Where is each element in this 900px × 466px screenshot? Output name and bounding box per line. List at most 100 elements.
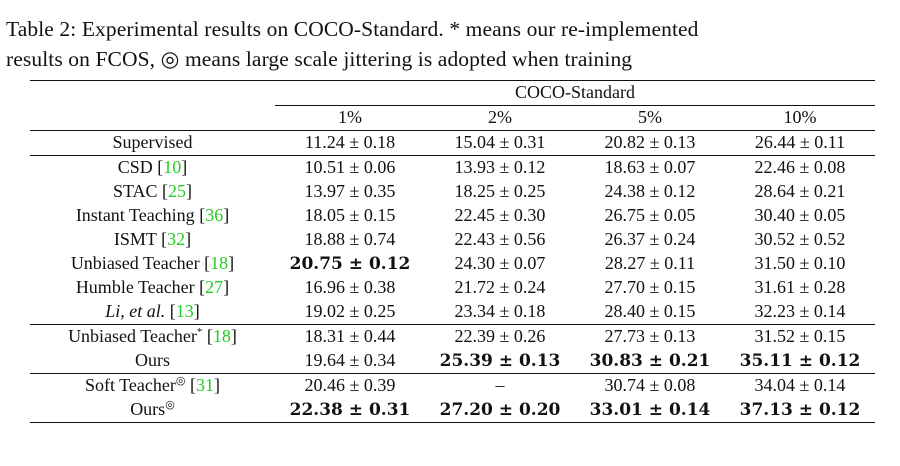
result-cell: 27.70 ± 0.15: [604, 277, 696, 297]
result-cell: 32.23 ± 0.14: [754, 301, 846, 321]
column-header: 10%: [783, 107, 817, 127]
result-cell: 13.97 ± 0.35: [304, 181, 396, 201]
result-cell: 20.82 ± 0.13: [575, 129, 725, 155]
citation-link[interactable]: 13: [175, 301, 194, 321]
result-cell: 21.72 ± 0.24: [454, 277, 546, 297]
method-superscript: ◎: [175, 375, 186, 387]
result-cell: 30.74 ± 0.08: [575, 372, 725, 398]
method-superscript: ◎: [165, 399, 175, 411]
result-cell: 15.04 ± 0.31: [425, 129, 575, 155]
result-cell: 30.52 ± 0.52: [754, 229, 846, 249]
citation-link[interactable]: 27: [205, 277, 224, 297]
group-header: COCO-Standard: [275, 80, 875, 106]
result-cell: 22.43 ± 0.56: [454, 229, 546, 249]
table-row: ISMT [32] 18.88 ± 0.74 22.43 ± 0.56 26.37 ±…: [30, 228, 875, 252]
table-row: Ours 19.64 ± 0.34 25.39 ± 0.13 30.83 ± 0.21…: [30, 349, 875, 374]
method-name: Li, et al.: [105, 301, 166, 321]
result-cell: 23.34 ± 0.18: [454, 301, 546, 321]
table-row: Supervised 11.24 ± 0.18 15.04 ± 0.31 20.82 …: [30, 129, 875, 155]
citation-link[interactable]: 18: [210, 253, 229, 273]
method-cell: ISMT [32]: [113, 229, 192, 249]
table-caption: Table 2: Experimental results on COCO-St…: [6, 14, 896, 74]
method-cell: CSD [10]: [30, 154, 275, 180]
result-cell: 16.96 ± 0.38: [304, 277, 396, 297]
result-cell: 27.20 ± 0.20: [439, 399, 561, 420]
method-cell: Li, et al. [13]: [105, 301, 200, 321]
result-cell: 30.83 ± 0.21: [589, 350, 711, 371]
citation-link[interactable]: 10: [163, 157, 182, 177]
method-name: Unbiased Teacher: [68, 326, 197, 346]
column-header: 5%: [638, 107, 662, 127]
method-cell: Instant Teaching [36]: [75, 205, 230, 225]
results-table-wrap: COCO-Standard 1% 2% 5% 10% Supervised 11.…: [30, 80, 875, 423]
table-row: Instant Teaching [36] 18.05 ± 0.15 22.45 ±…: [30, 204, 875, 228]
result-cell: 20.46 ± 0.39: [275, 372, 425, 398]
result-cell: 22.38 ± 0.31: [289, 399, 411, 420]
caption-line-1: Table 2: Experimental results on COCO-St…: [6, 17, 699, 41]
method-superscript: *: [196, 326, 203, 338]
result-cell: 19.64 ± 0.34: [304, 350, 396, 370]
table-row: Humble Teacher [27] 16.96 ± 0.38 21.72 ± 0…: [30, 276, 875, 300]
result-cell: 30.40 ± 0.05: [754, 205, 846, 225]
table-row: Unbiased Teacher [18] 20.75 ± 0.12 24.30 ±…: [30, 252, 875, 276]
citation-link[interactable]: 36: [205, 205, 224, 225]
result-cell: 20.75 ± 0.12: [289, 253, 411, 274]
result-cell: 18.63 ± 0.07: [575, 154, 725, 180]
column-header-row: 1% 2% 5% 10%: [30, 105, 875, 130]
result-cell: 25.39 ± 0.13: [439, 350, 561, 371]
method-cell: Unbiased Teacher* [18]: [30, 323, 275, 349]
method-name: STAC: [112, 181, 158, 201]
method-name: Soft Teacher: [85, 375, 176, 395]
group-header-row: COCO-Standard: [30, 80, 875, 106]
result-cell: 18.88 ± 0.74: [304, 229, 396, 249]
result-cell: 28.64 ± 0.21: [754, 181, 846, 201]
method-cell: Humble Teacher [27]: [75, 277, 230, 297]
result-cell: 28.40 ± 0.15: [604, 301, 696, 321]
result-cell: 37.13 ± 0.12: [739, 399, 861, 420]
citation-link[interactable]: 25: [168, 181, 187, 201]
result-cell: 18.31 ± 0.44: [275, 323, 425, 349]
method-cell: Supervised: [30, 129, 275, 155]
result-cell: 35.11 ± 0.12: [739, 350, 861, 371]
citation-link[interactable]: 18: [212, 326, 231, 346]
result-cell: –: [425, 372, 575, 398]
result-cell: 26.37 ± 0.24: [604, 229, 696, 249]
method-name: ISMT: [113, 229, 157, 249]
result-cell: 24.30 ± 0.07: [454, 253, 546, 273]
result-cell: 33.01 ± 0.14: [589, 399, 711, 420]
table-row: CSD [10] 10.51 ± 0.06 13.93 ± 0.12 18.63 ± …: [30, 154, 875, 180]
result-cell: 10.51 ± 0.06: [275, 154, 425, 180]
column-header: 1%: [338, 107, 362, 127]
method-name: Instant Teaching: [75, 205, 195, 225]
method-name: Ours: [130, 399, 166, 419]
method-name: CSD: [117, 157, 153, 177]
result-cell: 18.05 ± 0.15: [304, 205, 396, 225]
result-cell: 31.52 ± 0.15: [725, 323, 875, 349]
result-cell: 26.75 ± 0.05: [604, 205, 696, 225]
method-header-blank: [30, 105, 275, 130]
result-cell: 31.50 ± 0.10: [754, 253, 846, 273]
method-cell: Ours◎: [30, 398, 275, 423]
method-header: [30, 80, 275, 105]
citation-link[interactable]: 32: [167, 229, 186, 249]
method-cell: Soft Teacher◎ [31]: [30, 372, 275, 398]
caption-line-2: results on FCOS, ◎ means large scale jit…: [6, 47, 633, 71]
table-row: Soft Teacher◎ [31] 20.46 ± 0.39–30.74 ± 0…: [30, 372, 875, 398]
table-row: Li, et al. [13] 19.02 ± 0.25 23.34 ± 0.18 2…: [30, 300, 875, 325]
results-table: COCO-Standard 1% 2% 5% 10% Supervised 11.…: [30, 80, 875, 423]
result-cell: 28.27 ± 0.11: [604, 253, 696, 273]
result-cell: 26.44 ± 0.11: [725, 129, 875, 155]
method-name: Unbiased Teacher: [70, 253, 200, 273]
column-header: 2%: [488, 107, 512, 127]
method-name: Supervised: [112, 132, 193, 152]
method-cell: Ours: [30, 349, 275, 374]
result-cell: 31.61 ± 0.28: [754, 277, 846, 297]
result-cell: 11.24 ± 0.18: [275, 129, 425, 155]
result-cell: 22.45 ± 0.30: [454, 205, 546, 225]
table-row: Ours◎ 22.38 ± 0.31 27.20 ± 0.20 33.01 ± 0.1…: [30, 398, 875, 423]
citation-link[interactable]: 31: [195, 375, 214, 395]
result-cell: 22.39 ± 0.26: [425, 323, 575, 349]
table-body: Supervised 11.24 ± 0.18 15.04 ± 0.31 20.82 …: [30, 129, 875, 423]
table-row: STAC [25] 13.97 ± 0.35 18.25 ± 0.25 24.38 ±…: [30, 180, 875, 204]
method-name: Humble Teacher: [75, 277, 195, 297]
